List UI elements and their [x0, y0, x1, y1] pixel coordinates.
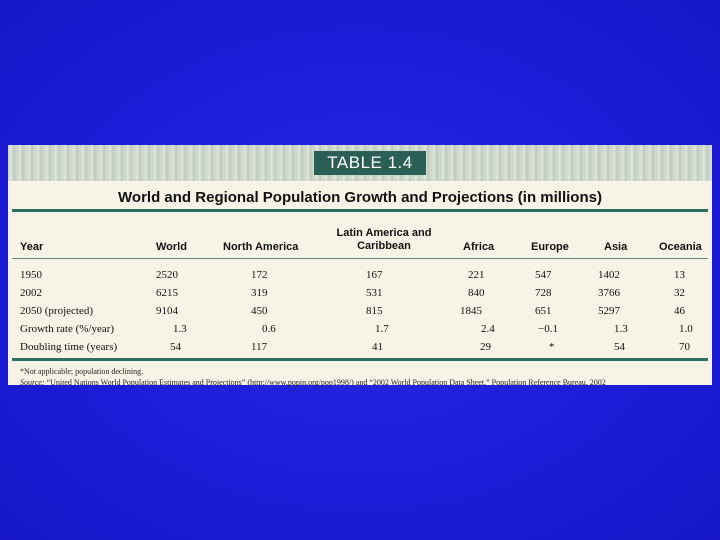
cell-doubling-asia: 54	[614, 341, 625, 353]
table-title: World and Regional Population Growth and…	[118, 189, 602, 206]
cell-2050-africa: 1845	[460, 305, 482, 317]
cell-2050-europe: 651	[535, 305, 552, 317]
cell-1950-europe: 547	[535, 269, 552, 281]
row-label-growth-rate: Growth rate (%/year)	[20, 323, 115, 335]
table-number-tag: TABLE 1.4	[314, 151, 426, 175]
cell-growth-latin-america: 1.7	[375, 323, 389, 335]
cell-2002-north-america: 319	[251, 287, 268, 299]
cell-growth-north-america: 0.6	[262, 323, 276, 335]
source-note: Source: “United Nations World Population…	[20, 378, 606, 387]
header-year: Year	[20, 241, 44, 253]
cell-2002-europe: 728	[535, 287, 552, 299]
source-label: Source:	[20, 378, 45, 387]
cell-2050-world: 9104	[156, 305, 178, 317]
row-label-doubling-time: Doubling time (years)	[20, 341, 118, 353]
cell-doubling-africa: 29	[480, 341, 491, 353]
header-latin-america-line2: Caribbean	[357, 240, 411, 252]
header-europe: Europe	[531, 241, 569, 253]
header-asia: Asia	[604, 241, 628, 253]
cell-2002-latin-america: 531	[366, 287, 383, 299]
cell-growth-asia: 1.3	[614, 323, 628, 335]
header-world: World	[156, 241, 187, 253]
cell-2002-africa: 840	[468, 287, 485, 299]
cell-1950-north-america: 172	[251, 269, 268, 281]
cell-growth-world: 1.3	[173, 323, 187, 335]
cell-1950-asia: 1402	[598, 269, 620, 281]
cell-growth-africa: 2.4	[481, 323, 495, 335]
cell-doubling-world: 54	[170, 341, 181, 353]
cell-1950-oceania: 13	[674, 269, 685, 281]
footnote: *Not applicable; population declining.	[20, 367, 144, 376]
cell-2002-world: 6215	[156, 287, 178, 299]
cell-doubling-latin-america: 41	[372, 341, 383, 353]
cell-2050-asia: 5297	[598, 305, 620, 317]
cell-2050-oceania: 46	[674, 305, 685, 317]
cell-1950-world: 2520	[156, 269, 178, 281]
cell-2002-asia: 3766	[598, 287, 620, 299]
table-bottom-rule	[12, 358, 708, 361]
cell-doubling-oceania: 70	[679, 341, 690, 353]
row-label-1950: 1950	[20, 269, 42, 281]
source-text: “United Nations World Population Estimat…	[46, 378, 606, 387]
row-label-2050: 2050 (projected)	[20, 305, 93, 317]
cell-1950-latin-america: 167	[366, 269, 383, 281]
header-africa: Africa	[463, 241, 495, 253]
header-bottom-rule	[12, 258, 708, 259]
header-latin-america-line1: Latin America and	[336, 227, 432, 239]
cell-2050-latin-america: 815	[366, 305, 383, 317]
row-label-2002: 2002	[20, 287, 42, 299]
cell-2002-oceania: 32	[674, 287, 685, 299]
header-latin-america: Latin America and Caribbean	[334, 227, 434, 253]
cell-2050-north-america: 450	[251, 305, 268, 317]
header-north-america: North America	[223, 241, 299, 253]
header-oceania: Oceania	[659, 241, 702, 253]
cell-growth-oceania: 1.0	[679, 323, 693, 335]
header-top-rule	[12, 209, 708, 212]
cell-doubling-europe: *	[549, 341, 555, 353]
cell-growth-europe: −0.1	[538, 323, 558, 335]
cell-1950-africa: 221	[468, 269, 485, 281]
population-table-panel: TABLE 1.4 World and Regional Population …	[8, 145, 712, 387]
cell-doubling-north-america: 117	[251, 341, 268, 353]
